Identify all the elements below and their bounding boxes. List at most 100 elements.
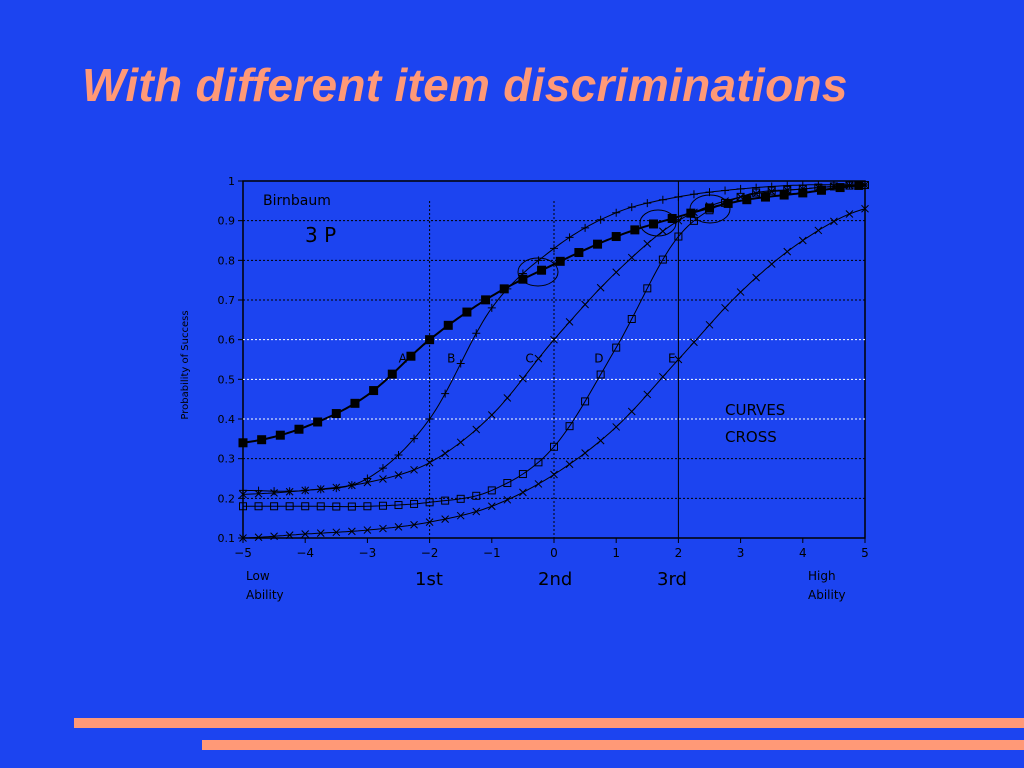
- data-point: [767, 182, 776, 191]
- data-point: [394, 450, 403, 459]
- y-tick-label: 0.2: [218, 492, 236, 505]
- data-point: [503, 479, 512, 488]
- marker-2nd-label: 2nd: [538, 569, 572, 590]
- series-D: D: [239, 180, 869, 511]
- x-tick-label: 5: [861, 546, 869, 560]
- data-point: [301, 502, 310, 511]
- data-point: [270, 532, 278, 541]
- data-point: [363, 526, 372, 534]
- x-tick-labels: −5 −4 −3 −2 −1 0 1 2 3 4 5: [234, 538, 869, 560]
- data-point: [612, 423, 621, 431]
- data-point: [518, 274, 528, 284]
- data-point: [612, 208, 621, 217]
- data-point: [443, 320, 453, 330]
- data-point: [379, 524, 387, 533]
- decorative-line-top: [74, 718, 1024, 728]
- data-point: [596, 436, 605, 445]
- data-point: [425, 518, 434, 526]
- data-point: [363, 502, 372, 511]
- data-point: [519, 488, 527, 497]
- series-label: C: [525, 352, 533, 366]
- data-point: [472, 329, 481, 338]
- data-point: [331, 409, 341, 419]
- data-point: [394, 501, 403, 510]
- data-point: [674, 355, 683, 364]
- data-point: [767, 186, 776, 195]
- y-axis-label: Probability of Success: [180, 310, 191, 419]
- data-point: [593, 239, 603, 249]
- data-point: [456, 511, 465, 520]
- data-point: [550, 244, 558, 253]
- data-point: [736, 192, 745, 201]
- data-point: [550, 335, 558, 344]
- data-point: [550, 470, 558, 479]
- data-point: [270, 489, 278, 497]
- cross-label: CROSS: [725, 428, 777, 446]
- data-point: [581, 300, 589, 309]
- data-point: [425, 498, 434, 507]
- data-point: [301, 486, 310, 495]
- series-label: A: [399, 352, 408, 366]
- data-point: [456, 438, 465, 447]
- data-point: [627, 253, 636, 262]
- high-label: High: [808, 569, 836, 583]
- data-point: [257, 435, 267, 445]
- data-point: [534, 458, 543, 467]
- data-point: [752, 183, 761, 192]
- data-point: [537, 265, 547, 275]
- series-label: B: [447, 352, 455, 366]
- data-point: [425, 335, 435, 345]
- data-point: [581, 397, 590, 406]
- data-point: [379, 475, 387, 483]
- x-tick-label: 0: [550, 546, 558, 560]
- data-point: [378, 464, 387, 473]
- data-point: [410, 499, 419, 508]
- series-label: D: [594, 352, 603, 366]
- data-point: [363, 474, 372, 483]
- data-point: [861, 180, 869, 189]
- data-point: [829, 180, 838, 189]
- data-point: [689, 190, 698, 199]
- data-point: [369, 386, 379, 396]
- data-point: [658, 372, 667, 381]
- data-point: [612, 343, 621, 352]
- data-point: [347, 527, 356, 536]
- data-point: [690, 338, 698, 347]
- x-tick-label: −2: [421, 546, 439, 560]
- x-tick-label: −5: [234, 546, 252, 560]
- data-point: [627, 314, 636, 323]
- data-point: [736, 184, 745, 193]
- data-point: [861, 181, 869, 189]
- data-point: [550, 442, 558, 451]
- data-point: [565, 318, 574, 326]
- data-point: [441, 496, 450, 505]
- data-point: [481, 295, 491, 305]
- decorative-line-bottom: [202, 740, 1024, 750]
- data-point: [387, 369, 397, 379]
- data-point: [518, 269, 527, 278]
- data-point: [861, 204, 869, 213]
- data-point: [705, 206, 714, 215]
- series-line: [243, 184, 866, 508]
- data-point: [410, 520, 418, 529]
- data-point: [736, 288, 745, 296]
- data-point: [456, 494, 465, 503]
- data-point: [456, 359, 465, 368]
- data-point: [254, 502, 263, 511]
- data-point: [472, 507, 481, 516]
- x-tick-label: 4: [799, 546, 807, 560]
- data-point: [254, 533, 263, 542]
- data-point: [760, 192, 770, 202]
- x-tick-label: 2: [675, 546, 683, 560]
- data-point: [238, 438, 248, 448]
- data-point: [565, 233, 574, 242]
- y-tick-labels: 0.1 0.2 0.3 0.4 0.5 0.6 0.7 0.8 0.9 1: [218, 175, 243, 545]
- data-point: [783, 185, 792, 194]
- data-point: [674, 232, 683, 241]
- data-point: [347, 481, 356, 490]
- data-point: [658, 195, 667, 204]
- data-point: [627, 407, 636, 416]
- data-point: [845, 210, 854, 218]
- crossing-circle-3: [689, 194, 731, 224]
